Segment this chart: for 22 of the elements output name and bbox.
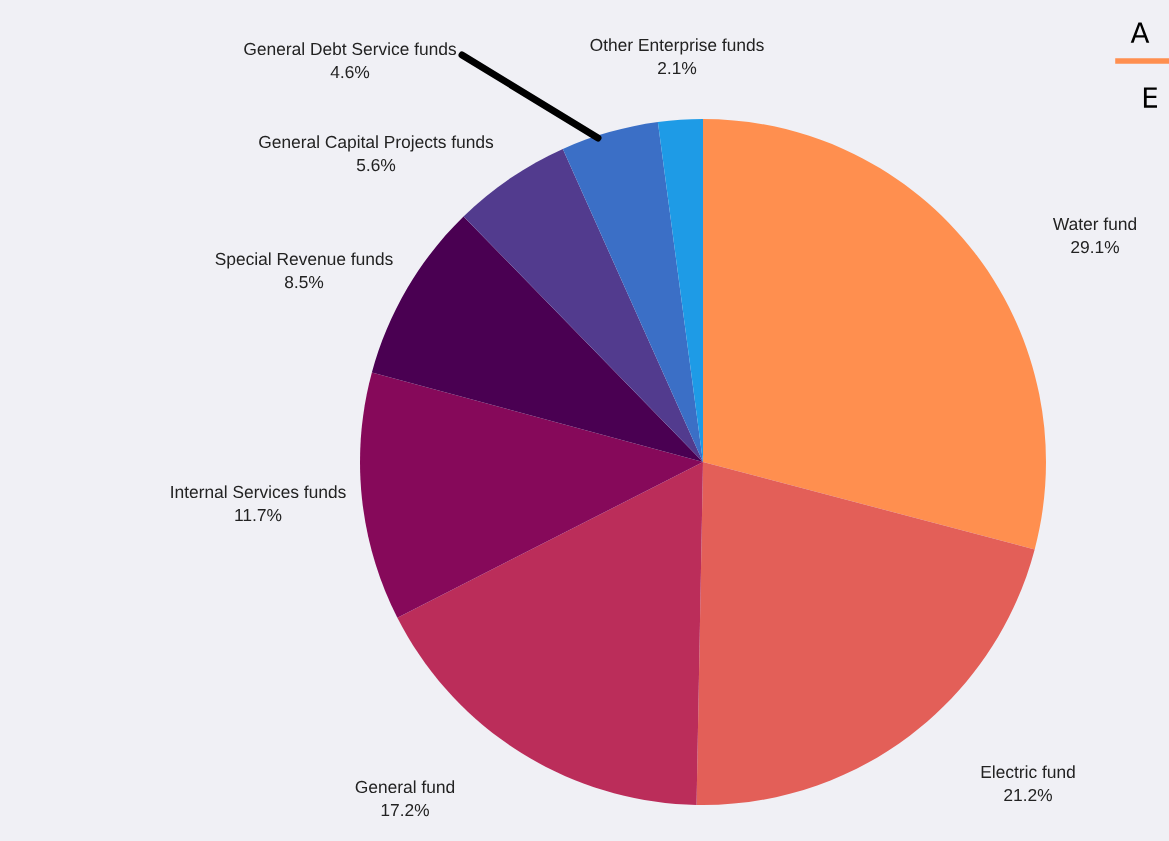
slice-label: Electric fund (981, 765, 1075, 779)
data-label: 21.2% (1004, 788, 1052, 802)
text: A (1130, 22, 1150, 43)
data-label: 4.6% (330, 65, 370, 79)
data-label: 11.7% (235, 508, 282, 522)
data-label: 17.2% (381, 803, 429, 817)
pie-slice (360, 372, 703, 618)
slice-label: Internal Services funds (171, 485, 346, 499)
pie-slice (562, 121, 703, 462)
slice-label: Other Enterprise funds (590, 38, 764, 55)
slice-label: Special Revenue funds (215, 252, 393, 269)
data-label: 5.6% (356, 158, 396, 172)
data-label: 29.1% (1071, 240, 1119, 254)
data-label: 8.5% (284, 275, 324, 289)
slice-label: General Debt Service funds (244, 42, 457, 56)
pie-slice (703, 119, 1046, 550)
data-label: 2.1% (658, 61, 697, 75)
text: E (1143, 87, 1157, 108)
pie-slice (463, 148, 703, 462)
slice-label: Water fund (1052, 217, 1137, 231)
slice-label: General fund (355, 780, 455, 794)
slice-label: General Capital Projects funds (259, 135, 494, 152)
